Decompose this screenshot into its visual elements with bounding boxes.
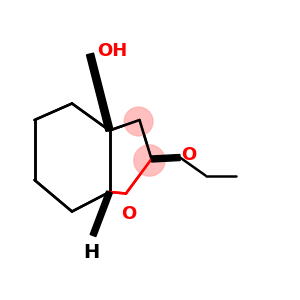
- Text: H: H: [83, 243, 100, 262]
- Text: O: O: [182, 146, 197, 164]
- Text: OH: OH: [98, 42, 128, 60]
- Circle shape: [134, 145, 165, 176]
- Circle shape: [124, 107, 153, 136]
- Polygon shape: [86, 53, 113, 131]
- Polygon shape: [90, 191, 112, 237]
- Polygon shape: [151, 154, 180, 162]
- Text: O: O: [122, 205, 136, 223]
